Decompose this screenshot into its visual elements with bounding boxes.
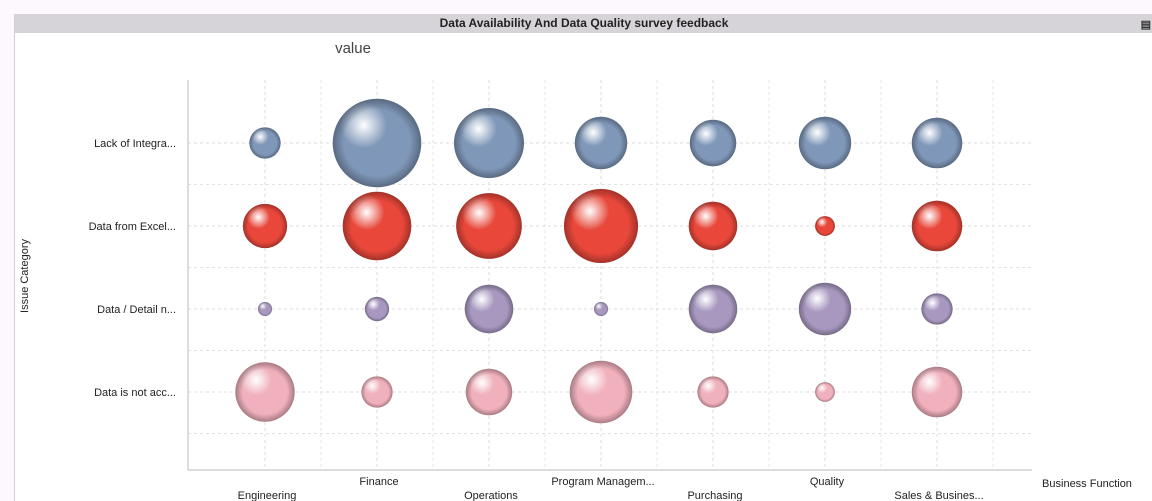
chart-title-bar[interactable]: Data Availability And Data Quality surve…: [15, 14, 1152, 33]
x-axis-title: Business Function: [1042, 478, 1132, 490]
bubble-shadow: [815, 216, 835, 236]
bubble-shadow: [563, 188, 639, 264]
bubble-shadow: [364, 296, 390, 322]
bubble-shadow: [688, 284, 738, 334]
x-tick-label: Program Managem...: [551, 476, 654, 488]
bubble-shadow: [342, 191, 412, 261]
y-tick-label: Data / Detail n...: [97, 304, 176, 316]
bubble-shadow: [361, 376, 393, 408]
y-tick-label: Data is not acc...: [94, 387, 176, 399]
bubble-shadow: [464, 284, 514, 334]
bubble-shadow: [697, 376, 729, 408]
bubble-shadow: [574, 116, 628, 170]
bubble-shadow: [911, 200, 963, 252]
bubble-shadow: [249, 127, 281, 159]
bubble-shadow: [689, 119, 737, 167]
bubble-shadow: [465, 368, 513, 416]
x-tick-label: Purchasing: [687, 490, 742, 501]
bubble-shadow: [594, 302, 608, 316]
chart-panel: Data Availability And Data Quality surve…: [14, 14, 1152, 501]
y-tick-label: Lack of Integra...: [94, 138, 176, 150]
x-tick-label: Finance: [359, 476, 398, 488]
x-tick-label: Operations: [464, 490, 518, 501]
x-tick-label: Sales & Busines...: [894, 490, 983, 501]
window-menu-icon[interactable]: ▤: [1140, 19, 1151, 31]
bubble-shadow: [921, 293, 953, 325]
bubble-shadow: [332, 98, 422, 188]
x-tick-label: Quality: [810, 476, 845, 488]
bubble-shadow: [798, 116, 852, 170]
bubble-shadow: [235, 362, 295, 422]
bubble-shadow: [911, 366, 963, 418]
chart-title: value: [335, 40, 371, 57]
bubble-shadow: [798, 282, 852, 336]
bubble-shadow: [815, 382, 835, 402]
bubble-shadow: [456, 193, 522, 259]
y-axis-title: Issue Category: [19, 239, 31, 313]
bubble-shadow: [569, 360, 633, 424]
bubble-shadow: [911, 117, 963, 169]
bubble-shadow: [454, 108, 524, 178]
bubble-shadow: [258, 302, 272, 316]
x-tick-label: Engineering: [238, 490, 297, 501]
y-tick-label: Data from Excel...: [89, 221, 176, 233]
bubble-shadow: [242, 203, 288, 249]
chart-window-title: Data Availability And Data Quality surve…: [439, 16, 729, 30]
bubble-shadow: [688, 201, 738, 251]
